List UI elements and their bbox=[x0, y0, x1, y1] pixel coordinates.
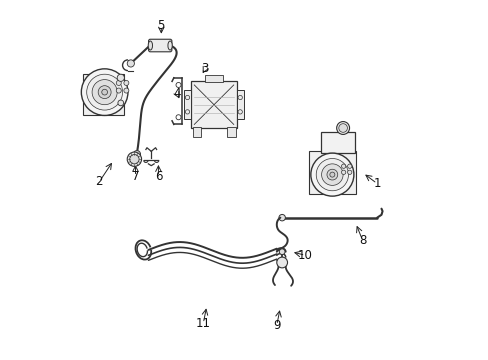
Circle shape bbox=[329, 172, 334, 177]
Text: 4: 4 bbox=[173, 87, 181, 100]
Text: 5: 5 bbox=[157, 19, 164, 32]
Circle shape bbox=[347, 170, 351, 175]
Text: 9: 9 bbox=[272, 319, 280, 332]
Circle shape bbox=[117, 74, 124, 81]
Text: 3: 3 bbox=[201, 62, 208, 75]
Circle shape bbox=[341, 164, 345, 168]
Text: 6: 6 bbox=[154, 170, 162, 183]
Circle shape bbox=[81, 69, 128, 116]
Circle shape bbox=[278, 215, 285, 221]
Circle shape bbox=[326, 169, 337, 180]
Circle shape bbox=[116, 88, 121, 93]
Circle shape bbox=[118, 100, 123, 106]
Circle shape bbox=[338, 124, 346, 132]
Circle shape bbox=[347, 164, 351, 168]
Circle shape bbox=[129, 154, 139, 164]
Circle shape bbox=[276, 257, 287, 268]
Circle shape bbox=[123, 80, 129, 85]
FancyBboxPatch shape bbox=[204, 75, 223, 82]
Circle shape bbox=[310, 153, 353, 196]
FancyBboxPatch shape bbox=[320, 132, 354, 153]
Circle shape bbox=[127, 152, 142, 166]
FancyBboxPatch shape bbox=[192, 127, 201, 137]
Circle shape bbox=[86, 74, 122, 110]
FancyBboxPatch shape bbox=[236, 90, 244, 119]
Circle shape bbox=[316, 158, 348, 191]
FancyBboxPatch shape bbox=[83, 74, 124, 116]
Circle shape bbox=[279, 249, 285, 255]
Circle shape bbox=[92, 80, 117, 105]
Text: 8: 8 bbox=[358, 234, 366, 247]
Circle shape bbox=[116, 80, 121, 85]
Circle shape bbox=[133, 150, 140, 158]
FancyBboxPatch shape bbox=[183, 90, 191, 119]
FancyBboxPatch shape bbox=[226, 127, 235, 137]
FancyBboxPatch shape bbox=[148, 39, 171, 52]
Ellipse shape bbox=[148, 41, 152, 50]
FancyBboxPatch shape bbox=[308, 151, 355, 194]
FancyBboxPatch shape bbox=[190, 81, 237, 128]
Circle shape bbox=[336, 122, 349, 134]
Circle shape bbox=[102, 89, 107, 95]
Circle shape bbox=[341, 170, 345, 175]
Text: 11: 11 bbox=[195, 317, 210, 330]
Ellipse shape bbox=[167, 41, 172, 50]
Circle shape bbox=[127, 60, 134, 67]
Circle shape bbox=[98, 86, 111, 99]
Text: 7: 7 bbox=[131, 170, 139, 183]
Text: 2: 2 bbox=[95, 175, 103, 188]
Circle shape bbox=[321, 164, 343, 185]
Text: 10: 10 bbox=[297, 249, 312, 262]
Circle shape bbox=[123, 88, 129, 93]
Text: 1: 1 bbox=[373, 177, 380, 190]
